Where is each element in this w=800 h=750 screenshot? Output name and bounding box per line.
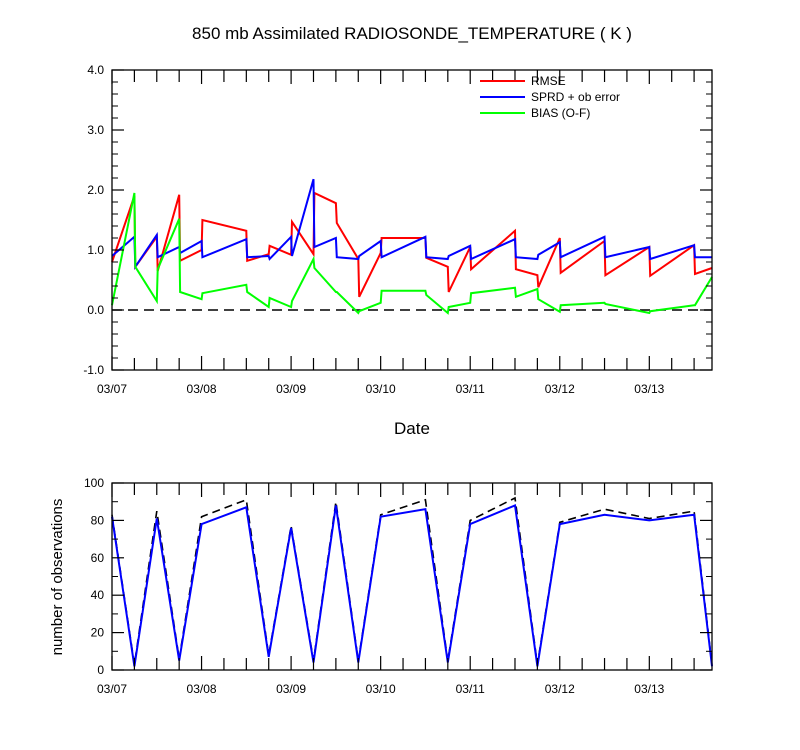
- top-y-tick-label: 4.0: [87, 63, 104, 77]
- bottom-x-tick-label: 03/09: [276, 682, 306, 696]
- top-x-tick-label: 03/10: [366, 382, 396, 396]
- legend-label: SPRD + ob error: [531, 90, 620, 104]
- bottom-x-tick-label: 03/10: [366, 682, 396, 696]
- top-chart: 850 mb Assimilated RADIOSONDE_TEMPERATUR…: [83, 24, 713, 438]
- top-series-group: [111, 178, 713, 315]
- bottom-x-tick-labels: 03/07 03/08 03/09 03/10 03/11 03/12 03/13: [97, 682, 665, 696]
- x-axis-label: Date: [394, 419, 430, 438]
- top-series-rmse: [111, 191, 713, 298]
- bottom-axes: [111, 482, 713, 671]
- top-series-sprd-ob-error: [111, 178, 712, 270]
- bottom-y-tick-label: 40: [91, 588, 105, 602]
- top-x-tick-label: 03/11: [456, 382, 485, 396]
- top-x-tick-label: 03/07: [97, 382, 127, 396]
- top-x-tick-label: 03/08: [187, 382, 217, 396]
- bottom-series-group: [111, 496, 713, 667]
- top-series-bias-o-f-: [111, 192, 713, 315]
- top-x-tick-label: 03/09: [276, 382, 306, 396]
- top-y-tick-label: 3.0: [87, 123, 104, 137]
- bottom-x-tick-label: 03/12: [545, 682, 575, 696]
- legend: RMSE SPRD + ob error BIAS (O-F): [480, 74, 620, 120]
- bottom-x-tick-label: 03/07: [97, 682, 127, 696]
- bottom-y-tick-label: 80: [91, 513, 105, 527]
- legend-label: BIAS (O-F): [531, 106, 590, 120]
- legend-label: RMSE: [531, 74, 566, 88]
- bottom-x-tick-label: 03/11: [456, 682, 485, 696]
- bottom-y-tick-labels: 0 20 40 60 80 100: [84, 476, 104, 677]
- top-x-tick-label: 03/13: [634, 382, 664, 396]
- bottom-y-tick-label: 0: [97, 663, 104, 677]
- top-plot-frame: [111, 69, 713, 371]
- top-y-tick-label: -1.0: [83, 363, 104, 377]
- chart-title: 850 mb Assimilated RADIOSONDE_TEMPERATUR…: [192, 24, 632, 43]
- bottom-series-used-observations: [111, 503, 713, 667]
- bottom-y-tick-label: 60: [91, 551, 105, 565]
- top-y-tick-label: 2.0: [87, 183, 104, 197]
- bottom-x-tick-label: 03/13: [634, 682, 664, 696]
- top-axes: [111, 69, 713, 371]
- y-axis-label: number of observations: [49, 499, 66, 656]
- bottom-x-tick-label: 03/08: [187, 682, 217, 696]
- top-y-tick-label: 1.0: [87, 243, 104, 257]
- top-y-tick-label: 0.0: [87, 303, 104, 317]
- top-x-tick-labels: 03/07 03/08 03/09 03/10 03/11 03/12 03/13: [97, 382, 665, 396]
- top-y-tick-labels: -1.0 0.0 1.0 2.0 3.0 4.0: [83, 63, 104, 377]
- bottom-y-tick-label: 20: [91, 626, 105, 640]
- top-x-tick-label: 03/12: [545, 382, 575, 396]
- bottom-y-tick-label: 100: [84, 476, 104, 490]
